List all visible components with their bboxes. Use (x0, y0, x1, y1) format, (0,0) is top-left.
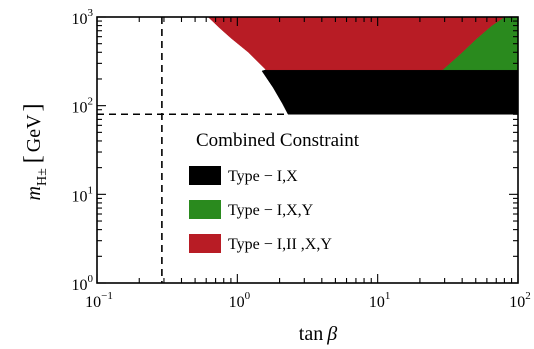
x-axis-label: tan β (299, 323, 337, 345)
regions-layer (207, 16, 519, 115)
y-tick-label: 101 (72, 184, 94, 205)
reference-lines-layer (97, 17, 289, 283)
region-3 (207, 16, 506, 71)
legend-swatch (189, 166, 221, 185)
y-tick-label: 103 (72, 7, 94, 28)
plot-frame (96, 16, 519, 284)
y-tick-label: 102 (72, 96, 94, 117)
legend-swatch (189, 200, 221, 219)
y-tick-label: 100 (72, 273, 94, 294)
legend-label: Type − I,X (228, 168, 298, 185)
x-tick-label: 102 (509, 290, 531, 311)
region-1 (261, 69, 519, 115)
legend-label: Type − I,II ,X,Y (228, 236, 332, 253)
x-tick-label: 10−1 (85, 290, 113, 311)
y-axis-label: mH±[GeV] (20, 103, 50, 200)
legend-swatch (189, 234, 221, 253)
legend: Combined Constraint Type − I,X Type − I,X… (189, 130, 360, 253)
legend-title: Combined Constraint (196, 130, 360, 151)
x-tick-label: 100 (229, 290, 251, 311)
legend-label: Type − I,X,Y (228, 202, 314, 219)
x-tick-label: 101 (369, 290, 391, 311)
